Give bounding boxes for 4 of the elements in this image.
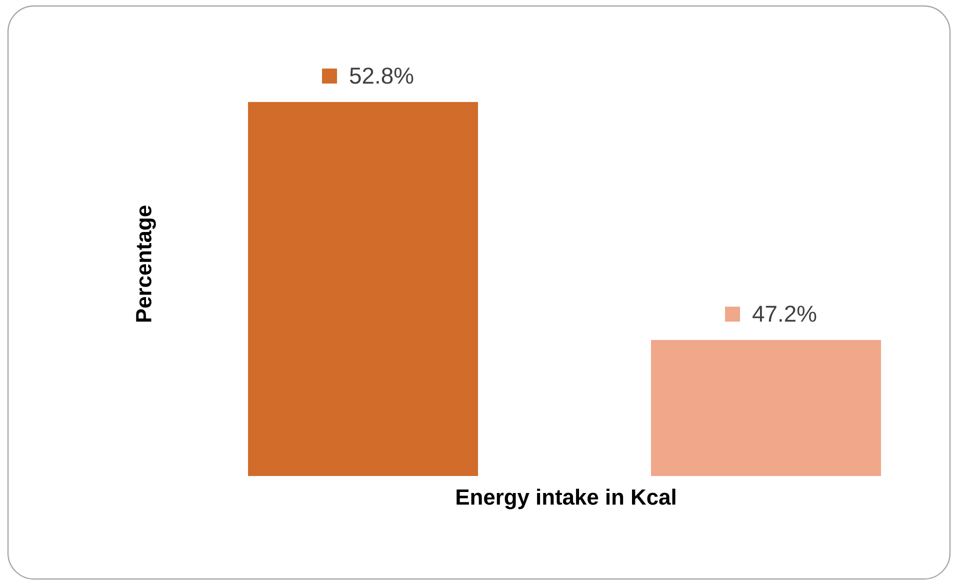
- y-axis-title: Percentage: [136, 206, 156, 322]
- data-label: 47.2%: [752, 306, 816, 322]
- x-axis-title: Energy intake in Kcal: [456, 488, 676, 510]
- data-label: 52.8%: [350, 68, 414, 84]
